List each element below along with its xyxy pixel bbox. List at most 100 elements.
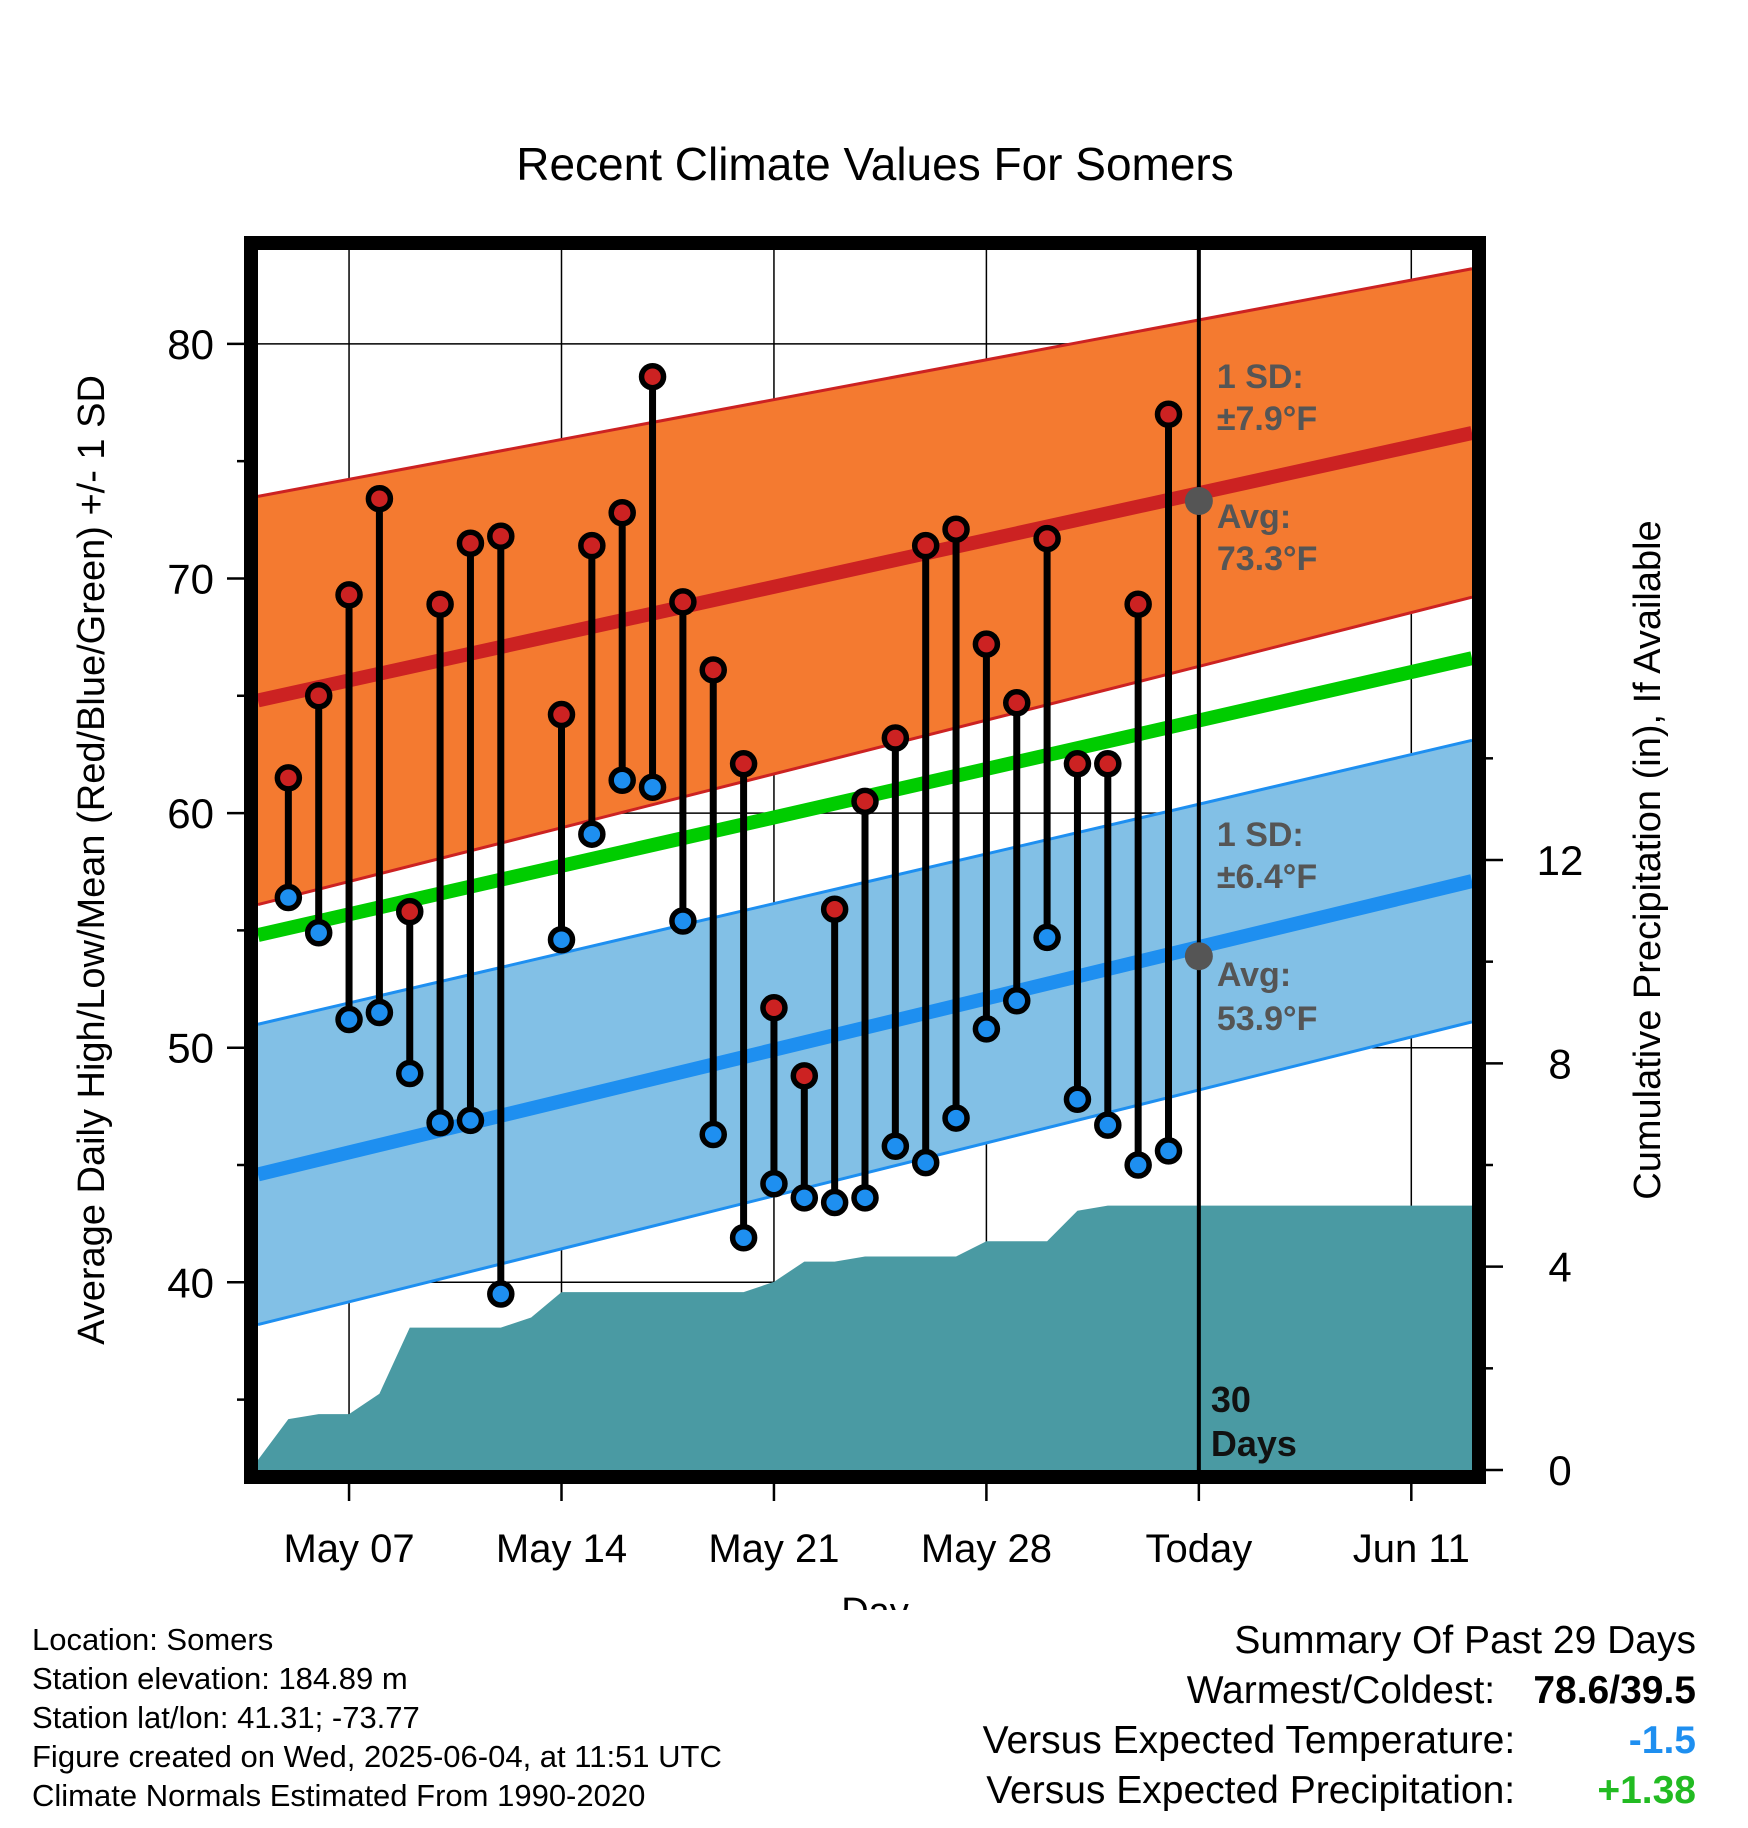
low-point [820,1188,849,1217]
low-point [851,1184,879,1212]
location-text: Location: Somers [32,1622,274,1657]
y-tick-label: 50 [167,1025,214,1072]
high-point [1094,750,1122,778]
high-point [608,499,636,527]
created-text: Figure created on Wed, 2025-06-04, at 11… [32,1739,722,1774]
high-point [638,362,667,391]
high-point [426,590,454,619]
low-point [972,1015,1001,1043]
low-point [487,1280,515,1308]
high-point [304,682,333,710]
today-low-avg-dot [1184,942,1213,971]
low-point [699,1120,727,1149]
high-point [851,787,879,816]
summary-panel: Summary Of Past 29 Days Warmest/Coldest:… [983,1616,1696,1816]
annotations-layer: 1 SD: ±7.9°F Avg: 73.3°F 1 SD: ±6.4°F Avg: 53.9… [1184,358,1318,1464]
y-axis-label: Average Daily High/Low/Mean (Red/Blue/Gr… [71,375,113,1345]
high-avg-value: 73.3°F [1217,540,1318,578]
x-tick-label: May 28 [921,1527,1052,1571]
low-point [456,1106,485,1135]
low-avg-value: 53.9°F [1217,1000,1318,1038]
x-tick-label: May 07 [283,1527,414,1571]
y-tick-label: 60 [167,790,214,837]
y2-tick-label: 0 [1548,1447,1571,1494]
low-point [1124,1151,1152,1179]
station-info: Location: Somers Station elevation: 184.… [32,1620,722,1815]
low-point [638,773,667,802]
low-point [1033,923,1061,952]
x-tick-label: May 14 [496,1527,627,1571]
precip-area-layer [258,1205,1472,1470]
low-point [1094,1111,1122,1139]
x-axis-label: Day [841,1591,909,1610]
summary-precip: Versus Expected Precipitation: +1.38 [983,1766,1696,1816]
low-point [274,883,303,912]
high-sd-upper-edge [257,267,1473,498]
warm-cold-value: 78.6/39.5 [1533,1669,1696,1712]
high-avg-label: Avg: [1217,498,1291,536]
precip-value: +1.38 [1597,1769,1696,1812]
low-point [335,1005,363,1034]
low-point [729,1223,758,1252]
low-point [911,1148,940,1177]
high-point [972,630,1001,658]
data-stems [284,376,1172,1295]
high-point [942,515,970,543]
low-point [790,1184,819,1212]
low-point [1003,987,1031,1015]
low-point [426,1109,454,1137]
high-point [729,750,758,778]
precip-area [258,1205,1472,1470]
summary-warm-cold: Warmest/Coldest: 78.6/39.5 [983,1666,1696,1716]
y-tick-label: 40 [167,1259,214,1306]
today-high-avg-dot [1184,487,1213,516]
high-point [335,581,363,609]
y2-tick-label: 4 [1548,1244,1571,1291]
climate-chart: Recent Climate Values For Somers 1 SD: ±7… [71,138,1669,1610]
high-point [699,656,727,684]
high-point [1154,400,1183,428]
low-sd-label: 1 SD: [1217,816,1304,854]
normals-text: Climate Normals Estimated From 1990-2020 [32,1778,646,1813]
high-point [911,531,940,560]
y2-tick-label: 12 [1537,837,1584,884]
chart-title: Recent Climate Values For Somers [516,138,1234,190]
high-sd-value: ±7.9°F [1217,400,1317,438]
high-avg-line [256,426,1474,708]
high-point [820,895,849,924]
high-point [881,724,910,752]
today-days-count: 30 [1211,1379,1251,1420]
summary-title: Summary Of Past 29 Days [1234,1619,1696,1662]
temp-value: -1.5 [1628,1719,1696,1762]
latlon-text: Station lat/lon: 41.31; -73.77 [32,1700,420,1735]
high-point [790,1062,819,1090]
y-tick-label: 80 [167,321,214,368]
x-tick-label: Today [1145,1527,1252,1571]
high-point [1124,590,1152,619]
high-point [1033,524,1061,553]
low-point [304,918,333,947]
y2-axis-label: Cumulative Precipitation (in), If Availa… [1627,520,1669,1199]
high-point [1003,689,1031,717]
low-point [881,1132,910,1160]
y2-tick-label: 8 [1548,1040,1571,1087]
high-point [396,897,424,926]
axes-layer: 40 50 60 70 80 0 4 8 12 May 07 May 14 May 21 May 28 T… [167,321,1583,1571]
high-point [487,522,515,550]
high-point [1063,750,1092,778]
low-point [608,766,636,794]
y-tick-label: 70 [167,555,214,602]
high-point [365,484,394,513]
high-sd-label: 1 SD: [1217,358,1304,396]
low-point [396,1059,424,1088]
high-point [547,700,576,729]
today-days-label: Days [1211,1423,1297,1464]
low-point [1154,1137,1183,1165]
high-point [669,588,697,616]
high-point [274,764,303,792]
low-point [1063,1085,1092,1114]
high-point [578,531,606,560]
low-point [578,820,606,848]
summary-temp: Versus Expected Temperature: -1.5 [983,1716,1696,1766]
elevation-text: Station elevation: 184.89 m [32,1661,408,1696]
